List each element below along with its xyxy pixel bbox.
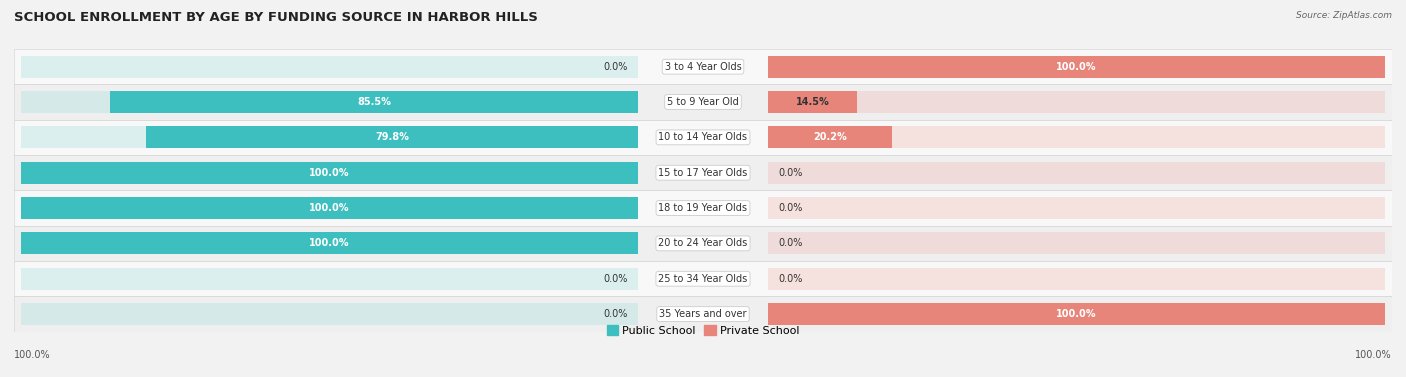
Bar xyxy=(14,49,1392,84)
Text: Source: ZipAtlas.com: Source: ZipAtlas.com xyxy=(1296,11,1392,20)
Bar xyxy=(14,190,1392,226)
Text: 25 to 34 Year Olds: 25 to 34 Year Olds xyxy=(658,274,748,284)
Bar xyxy=(14,296,1392,332)
Bar xyxy=(14,84,1392,120)
Text: 20 to 24 Year Olds: 20 to 24 Year Olds xyxy=(658,238,748,248)
Bar xyxy=(768,56,1385,78)
Text: 18 to 19 Year Olds: 18 to 19 Year Olds xyxy=(658,203,748,213)
Text: 100.0%: 100.0% xyxy=(1355,350,1392,360)
Bar xyxy=(768,303,1385,325)
Bar xyxy=(14,155,1392,190)
Bar xyxy=(21,162,638,184)
Text: 85.5%: 85.5% xyxy=(357,97,391,107)
Text: 0.0%: 0.0% xyxy=(603,62,628,72)
Text: 100.0%: 100.0% xyxy=(309,168,350,178)
Bar xyxy=(21,233,638,254)
Bar xyxy=(768,303,1385,325)
Text: 100.0%: 100.0% xyxy=(1056,62,1097,72)
Bar xyxy=(768,126,1385,148)
Text: 5 to 9 Year Old: 5 to 9 Year Old xyxy=(666,97,740,107)
Bar xyxy=(768,56,1385,78)
Bar xyxy=(21,303,638,325)
Text: 100.0%: 100.0% xyxy=(1056,309,1097,319)
Text: 100.0%: 100.0% xyxy=(14,350,51,360)
Bar xyxy=(14,120,1392,155)
Bar xyxy=(768,91,1385,113)
Text: 14.5%: 14.5% xyxy=(796,97,830,107)
Bar xyxy=(21,197,638,219)
Text: 35 Years and over: 35 Years and over xyxy=(659,309,747,319)
Bar xyxy=(146,126,638,148)
Text: 0.0%: 0.0% xyxy=(778,168,803,178)
Text: 0.0%: 0.0% xyxy=(778,274,803,284)
Bar xyxy=(768,91,858,113)
Bar xyxy=(111,91,638,113)
Text: 15 to 17 Year Olds: 15 to 17 Year Olds xyxy=(658,168,748,178)
Text: 0.0%: 0.0% xyxy=(603,274,628,284)
Text: SCHOOL ENROLLMENT BY AGE BY FUNDING SOURCE IN HARBOR HILLS: SCHOOL ENROLLMENT BY AGE BY FUNDING SOUR… xyxy=(14,11,538,24)
Legend: Public School, Private School: Public School, Private School xyxy=(602,321,804,340)
Bar xyxy=(21,233,638,254)
Bar xyxy=(21,162,638,184)
Bar xyxy=(21,56,638,78)
Text: 0.0%: 0.0% xyxy=(603,309,628,319)
Text: 10 to 14 Year Olds: 10 to 14 Year Olds xyxy=(658,132,748,143)
Text: 100.0%: 100.0% xyxy=(309,238,350,248)
Bar xyxy=(768,197,1385,219)
Text: 0.0%: 0.0% xyxy=(778,203,803,213)
Bar xyxy=(14,261,1392,296)
Text: 79.8%: 79.8% xyxy=(375,132,409,143)
Bar xyxy=(768,268,1385,290)
Bar xyxy=(768,233,1385,254)
Text: 0.0%: 0.0% xyxy=(778,238,803,248)
Text: 20.2%: 20.2% xyxy=(813,132,846,143)
Bar xyxy=(768,162,1385,184)
Bar xyxy=(21,126,638,148)
Bar xyxy=(21,197,638,219)
Bar xyxy=(768,126,893,148)
Bar xyxy=(21,91,638,113)
Text: 100.0%: 100.0% xyxy=(309,203,350,213)
Bar xyxy=(21,268,638,290)
Bar xyxy=(14,226,1392,261)
Text: 3 to 4 Year Olds: 3 to 4 Year Olds xyxy=(665,62,741,72)
